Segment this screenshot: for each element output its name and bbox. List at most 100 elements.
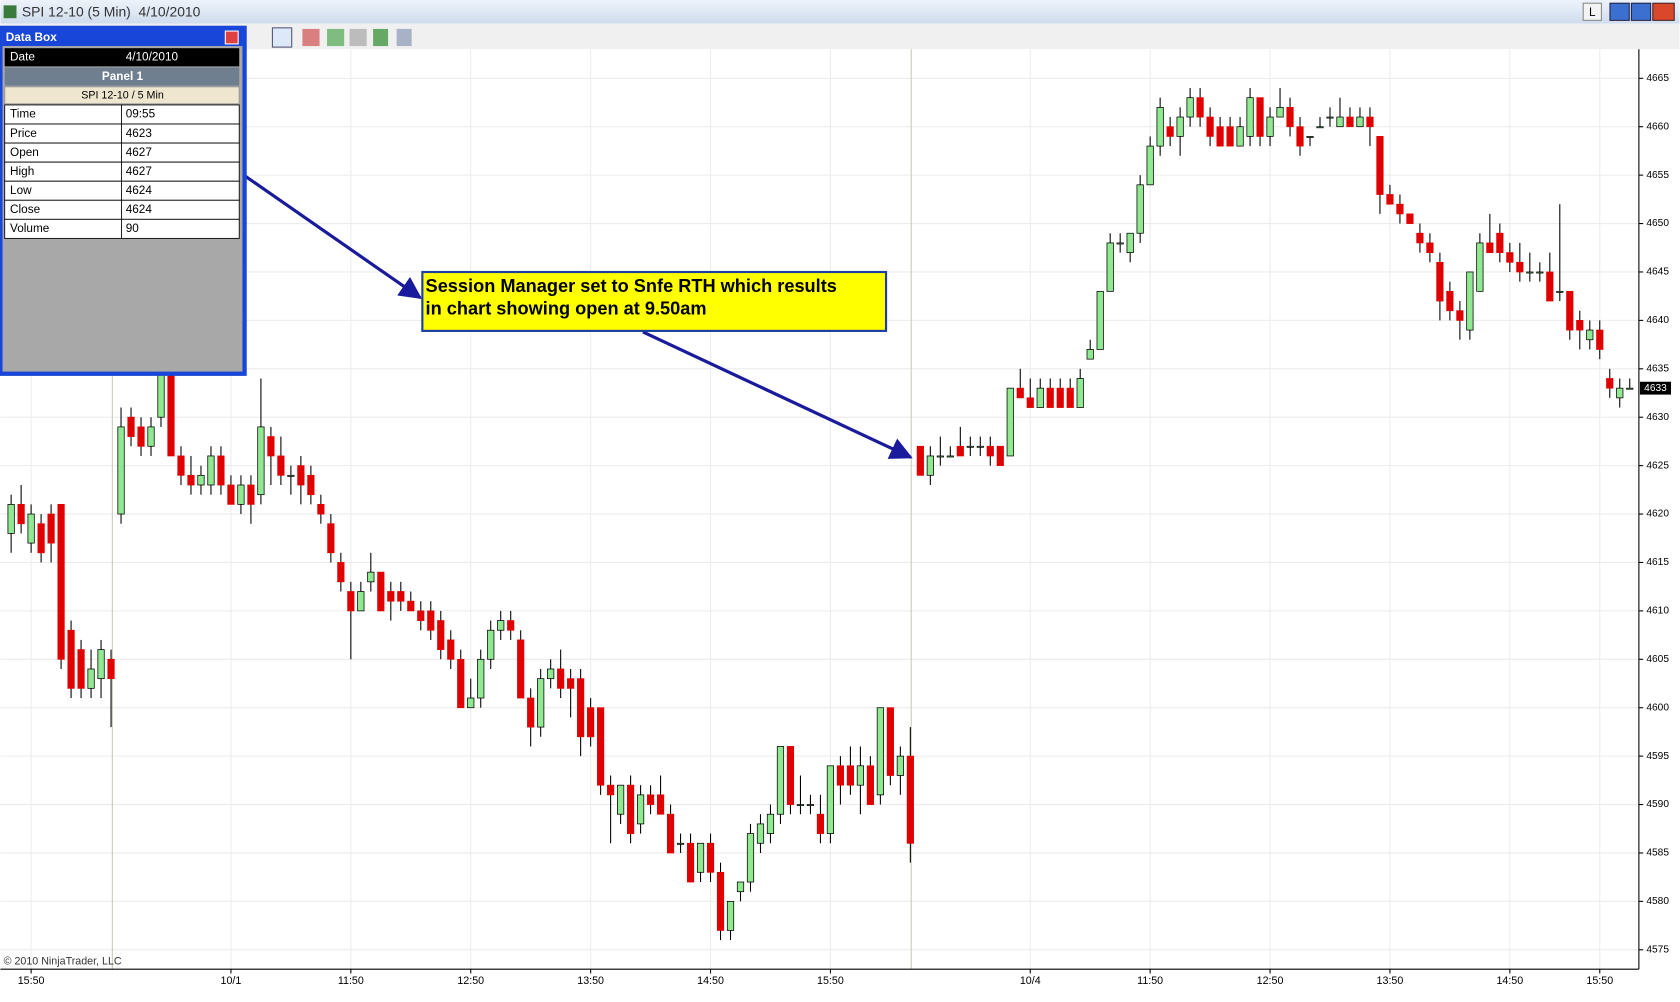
copyright: © 2010 NinjaTrader, LLC (4, 955, 122, 967)
candle-body (1336, 116, 1344, 128)
candle-body (97, 649, 105, 680)
candle-body (257, 426, 265, 496)
y-tick-label: 4620 (1646, 509, 1669, 520)
candle-body (207, 455, 215, 486)
candle-body (1156, 106, 1164, 147)
x-tick-label: 15:50 (1586, 975, 1613, 987)
candle-body (107, 658, 115, 680)
candle-body (1476, 242, 1484, 292)
candle-body (117, 426, 125, 515)
toolbar (0, 23, 1680, 50)
data-row-value: 90 (126, 222, 140, 235)
candle-body (1616, 387, 1624, 399)
y-tick-label: 4645 (1646, 267, 1669, 278)
candle-body (806, 804, 815, 806)
data-row-value: 4624 (126, 203, 153, 216)
candle-body (796, 804, 805, 806)
candle-body (467, 697, 475, 709)
candle-body (277, 455, 285, 476)
candle-body (1226, 126, 1234, 147)
x-tick-label: 13:50 (1377, 975, 1404, 987)
candle-body (497, 620, 505, 631)
candle-body (1416, 232, 1424, 244)
candle-body (1236, 126, 1244, 147)
candle-body (1316, 126, 1324, 129)
candle-body (1526, 271, 1534, 274)
candle-body (1006, 387, 1014, 457)
layout-button[interactable] (1582, 2, 1602, 21)
data-box-close[interactable] (224, 30, 239, 45)
candle-body (786, 746, 795, 805)
y-tick-label: 4665 (1646, 73, 1669, 84)
candle-body (1356, 116, 1364, 128)
candle-body (1256, 97, 1264, 137)
bars-tool[interactable] (302, 28, 320, 47)
candle-body (686, 842, 695, 883)
candle-body (976, 445, 984, 448)
candle-body (127, 416, 135, 437)
candle-body (577, 678, 585, 738)
candle-body (77, 649, 85, 689)
candle-body (1106, 242, 1114, 292)
candle-body (67, 629, 75, 689)
candle-body (287, 474, 295, 477)
candle-tool[interactable] (327, 28, 345, 47)
candle-body (227, 484, 235, 505)
candle-body (247, 484, 255, 505)
candle-body (177, 455, 185, 476)
title-bar (0, 0, 1680, 24)
candle-body (317, 503, 325, 515)
x-tick-label: 14:50 (697, 975, 724, 987)
data-box-title: Data Box (6, 31, 57, 44)
indicator-tool[interactable] (349, 28, 367, 47)
layout-button-label[interactable]: L (1589, 6, 1596, 19)
candle-body (936, 455, 944, 458)
minimize-button[interactable] (1609, 2, 1630, 21)
data-row (4, 104, 240, 125)
candle-body (676, 842, 685, 845)
candle-body (1596, 329, 1604, 350)
candle-body (1216, 126, 1224, 147)
candle-body (916, 445, 924, 476)
candle-body (1566, 290, 1574, 331)
data-row-value: 4627 (126, 146, 152, 159)
candle-body (986, 445, 994, 457)
y-tick-label: 4625 (1646, 460, 1669, 471)
data-row (4, 161, 240, 182)
y-tick-label: 4630 (1646, 412, 1669, 423)
data-row-label: Volume (10, 222, 50, 235)
y-tick-label: 4635 (1646, 363, 1669, 374)
candle-body (537, 678, 545, 728)
candle-body (766, 813, 775, 834)
properties-tool[interactable] (396, 28, 412, 47)
candle-body (187, 474, 195, 486)
candle-body (157, 368, 165, 418)
candle-body (597, 707, 605, 786)
x-tick-label: 12:50 (1257, 975, 1284, 987)
candle-body (1116, 242, 1124, 245)
x-tick-label: 12:50 (457, 975, 484, 987)
candle-body (217, 455, 225, 486)
candle-body (267, 436, 275, 457)
arrow (642, 330, 913, 459)
candle-body (197, 474, 205, 486)
candle-body (926, 455, 934, 476)
zoom-tool[interactable] (271, 27, 293, 48)
candle-body (876, 707, 884, 796)
candle-body (706, 842, 715, 873)
data-row-label: Price (10, 127, 37, 140)
candle-body (1086, 349, 1094, 360)
candle-body (1346, 116, 1354, 128)
candle-body (437, 620, 445, 650)
data-row (4, 218, 240, 239)
annotation-line: Session Manager set to Snfe RTH which re… (426, 276, 837, 296)
strategy-tool[interactable] (373, 28, 389, 47)
close-button[interactable] (1652, 2, 1675, 21)
candle-body (1246, 97, 1254, 137)
y-tick-label: 4575 (1646, 944, 1669, 955)
candle-body (906, 755, 914, 844)
candle-body (637, 794, 645, 825)
candle-body (387, 591, 395, 602)
maximize-button[interactable] (1630, 2, 1652, 21)
data-row-label: Low (10, 184, 32, 197)
